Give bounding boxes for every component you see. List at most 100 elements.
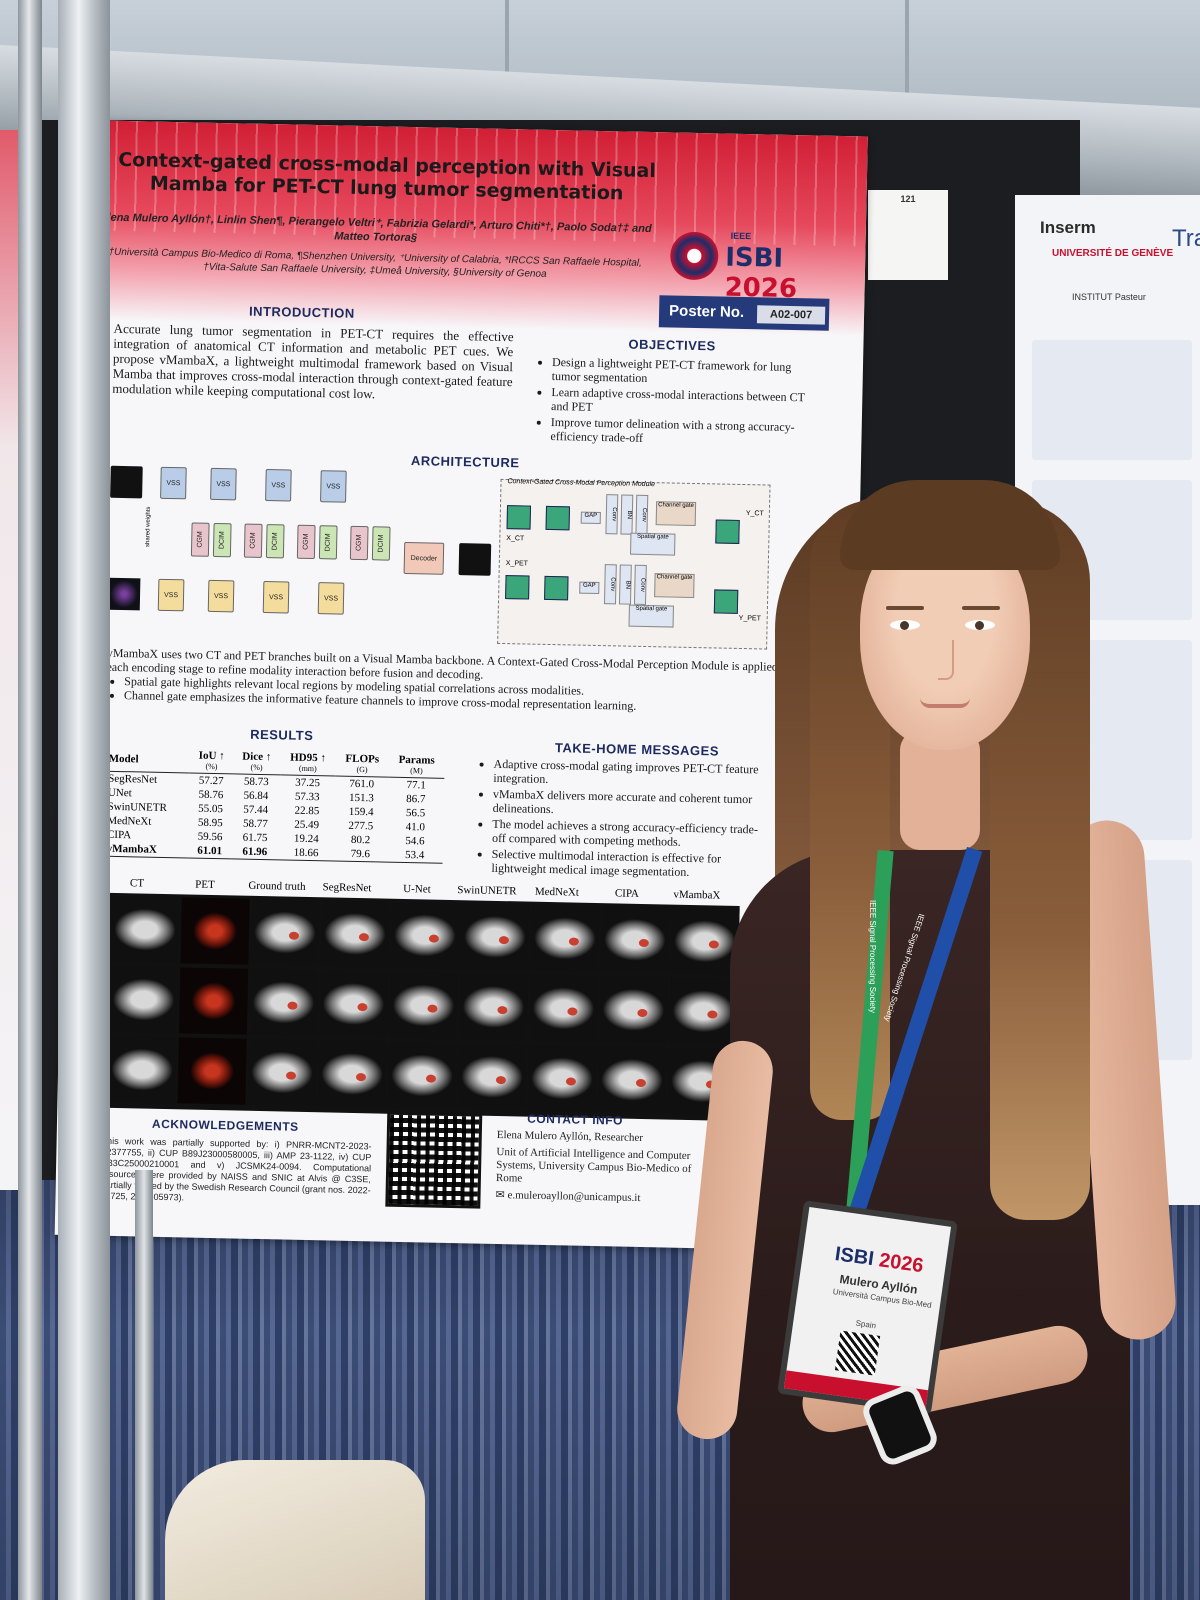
mouth (920, 698, 970, 708)
tote-bag (165, 1460, 425, 1600)
table-cell: 54.6 (405, 835, 425, 848)
scan-thumbnail (390, 901, 460, 970)
contact-name: Elena Mulero Ayllón, Researcher (496, 1128, 644, 1145)
vss-label: VSS (323, 594, 339, 603)
scan-thumbnail (388, 971, 459, 1040)
scan-thumbnail (110, 895, 180, 964)
cgm-block: CGM (349, 525, 369, 561)
presenter: IEEE Signal Processing Society IEEE Sign… (674, 480, 1200, 1600)
introduction-text: Accurate lung tumor segmentation in PET-… (112, 320, 514, 402)
table-cell: 58.73 (243, 775, 269, 789)
scan-thumbnail (387, 1041, 457, 1110)
stem-vss-block: VSS (160, 466, 187, 500)
scan-thumbnail (247, 1038, 317, 1107)
inserm-logo: Inserm (1040, 218, 1096, 237)
tumor-overlay (568, 937, 579, 946)
tumor-overlay (288, 931, 300, 940)
neck (900, 730, 980, 850)
dcim-block: DCIM (212, 522, 232, 558)
tumor-overlay (357, 1003, 368, 1012)
scan-thumbnail (457, 1043, 527, 1111)
vss-label: VSS (268, 593, 284, 601)
table-cell: 37.25 (295, 776, 321, 790)
header-unit: (M) (410, 766, 423, 776)
gap-block: GAP (580, 511, 601, 525)
isbi-name: ISBI (724, 242, 784, 274)
tumor-overlay (567, 1007, 578, 1016)
results-header: HD95 ↑ (mm) (279, 749, 337, 777)
isbi-logo: IEEE ISBI 2026 (669, 227, 856, 304)
table-cell: 57.44 (243, 803, 269, 817)
x-pet-label: X_PET (505, 560, 529, 568)
contact-heading: CONTACT INFO (527, 1111, 624, 1128)
dcim-block: DCIM (318, 525, 338, 560)
fused-feature-map (545, 505, 571, 531)
cgm-label: CGM (302, 533, 310, 551)
contact-info: Elena Mulero Ayllón, Researcher Unit of … (495, 1129, 696, 1206)
cgm-block: CGM (190, 522, 210, 557)
contact-unit: Unit of Artificial Intelligence and Comp… (495, 1145, 692, 1185)
spatial-gate-block: Spatial gate (630, 532, 676, 556)
table-cell: 56.84 (243, 789, 269, 803)
nose (938, 640, 954, 680)
display-pole (135, 1170, 153, 1600)
name-badge: ISBI 2026 Mulero Ayllón Università Campu… (777, 1200, 958, 1415)
table-cell: 61.75 (242, 831, 268, 845)
tumor-overlay (285, 1071, 297, 1080)
header-name: FLOPs (345, 752, 380, 766)
dcim-label: DCIM (218, 531, 226, 550)
down-vss-block: VSS (210, 467, 237, 501)
tumor-overlay (498, 935, 510, 945)
header-unit: (G) (356, 764, 368, 775)
table-cell: 58.76 (198, 788, 224, 802)
table-cell: 25.49 (294, 818, 320, 832)
pet-feature-map (505, 575, 530, 600)
tumor-overlay (428, 934, 440, 943)
badge-qr-code (834, 1330, 881, 1376)
table-cell: 57.27 (198, 774, 224, 788)
poster-number-value: A02-007 (756, 305, 826, 325)
eyebrow (886, 606, 924, 610)
fused-feature-map (544, 575, 569, 601)
table-cell: 59.56 (197, 830, 223, 844)
channel-gate-block: Channel gate (654, 573, 695, 599)
tumor-overlay (635, 1078, 647, 1088)
table-cell: 277.5 (348, 819, 374, 833)
introduction-heading: INTRODUCTION (248, 303, 355, 321)
cgm-block: CGM (296, 524, 316, 560)
scan-thumbnail (180, 897, 250, 965)
header-name: Model (108, 752, 139, 765)
dcim-block: DCIM (371, 526, 391, 561)
grid-column-label: PET (195, 878, 215, 892)
ct-input-image (110, 465, 143, 499)
scan-thumbnail (530, 904, 600, 973)
eyebrow (962, 606, 1000, 610)
dcim-label: DCIM (324, 533, 332, 552)
tumor-overlay (495, 1075, 507, 1085)
tumor-overlay (358, 933, 370, 942)
down-vss-block: VSS (265, 469, 292, 502)
scan-thumbnail (528, 974, 599, 1043)
vss-label: VSS (163, 591, 179, 599)
isbi-wordmark: ISBI 2026 (724, 243, 855, 306)
eye (965, 620, 995, 630)
scan-thumbnail (460, 903, 530, 971)
table-cell: 58.77 (242, 817, 268, 831)
pasteur-logo: INSTITUT Pasteur (1072, 292, 1146, 302)
table-cell: 18.66 (278, 845, 334, 862)
down-vss-block: VSS (207, 579, 235, 613)
header-unit: (mm) (298, 763, 317, 774)
x-ct-label: X_CT (506, 535, 525, 543)
table-cell: 19.24 (293, 832, 319, 846)
neighbor-poster-left-edge (0, 130, 18, 1190)
email-icon: ✉ (495, 1188, 508, 1202)
contact-email: ✉ e.muleroayllon@unicampus.it (495, 1189, 695, 1206)
tumor-overlay (287, 1001, 298, 1010)
table-cell: 55.05 (198, 802, 224, 816)
neighbor-poster-title: Tra (1172, 225, 1200, 252)
conv-block: Conv (605, 494, 619, 535)
scan-thumbnail (108, 965, 179, 1034)
bn-block: BN (620, 494, 634, 535)
conv-block: Conv (635, 494, 649, 536)
